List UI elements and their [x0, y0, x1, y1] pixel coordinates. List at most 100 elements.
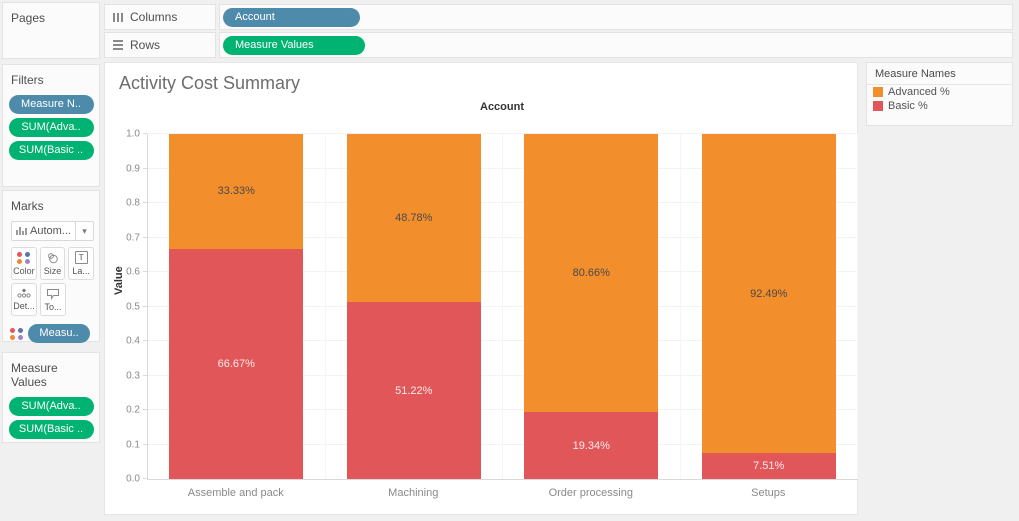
size-button[interactable]: Size	[39, 247, 66, 280]
columns-shelf-label: Columns	[104, 4, 216, 30]
stacked-bar[interactable]: 33.33% 66.67%	[169, 134, 304, 479]
columns-shelf[interactable]: Account	[219, 4, 1013, 30]
label-button[interactable]: T La...	[68, 247, 95, 280]
mark-label: 19.34%	[572, 439, 610, 452]
gridline	[148, 167, 858, 169]
mark-label: 51.22%	[395, 384, 433, 397]
rows-pill-measure-values[interactable]: Measure Values	[223, 35, 365, 55]
mark-type-dropdown[interactable]: Autom... ▾	[11, 221, 94, 241]
detail-button[interactable]: Det...	[11, 283, 37, 316]
mark-label: 80.66%	[572, 267, 610, 280]
y-tick-label: 0.3	[126, 370, 140, 381]
category-label: Order processing	[548, 487, 633, 499]
legend-item-basic[interactable]: Basic %	[867, 99, 1012, 113]
bar-column: 48.78% 51.22%	[326, 134, 503, 479]
measure-values-pill-sum-basic[interactable]: SUM(Basic ..	[8, 420, 94, 439]
measure-values-title: Measure Values	[11, 361, 58, 389]
legend-item-advanced[interactable]: Advanced %	[867, 85, 1012, 99]
stacked-bar[interactable]: 80.66% 19.34%	[524, 134, 659, 479]
rows-shelf[interactable]: Measure Values	[219, 32, 1013, 58]
columns-pill-account[interactable]: Account	[223, 7, 360, 27]
gridline	[148, 133, 858, 134]
filter-pill-measure-names[interactable]: Measure N..	[8, 95, 94, 114]
plot-area: 33.33% 66.67% 48.78% 51.22% 80.66% 19.34% 92.4…	[143, 133, 858, 480]
pages-title: Pages	[11, 11, 46, 25]
y-tick-label: 0.7	[126, 232, 140, 243]
filter-pill-sum-advanced[interactable]: SUM(Adva..	[8, 118, 94, 137]
filter-pill-sum-basic[interactable]: SUM(Basic ..	[8, 141, 94, 160]
color-dots-icon	[10, 327, 24, 340]
stacked-bar[interactable]: 48.78% 51.22%	[346, 134, 481, 479]
gridline	[148, 409, 858, 410]
category-label: Assemble and pack	[187, 487, 284, 499]
y-tick-label: 0.1	[126, 439, 140, 450]
measure-values-shelf[interactable]: Measure Values SUM(Adva.. SUM(Basic ..	[2, 352, 100, 443]
bar-segment-basic[interactable]: 7.51%	[701, 453, 836, 479]
label-text-icon: T	[74, 251, 88, 264]
y-tick-mark	[143, 478, 147, 479]
y-tick-label: 1.0	[126, 128, 140, 140]
y-tick-mark	[143, 374, 147, 376]
y-tick-mark	[143, 167, 147, 169]
y-tick-label: 0.8	[126, 197, 140, 209]
y-tick-mark	[143, 133, 147, 134]
marks-pill-measure-names[interactable]: Measu..	[28, 324, 90, 343]
bar-segment-advanced[interactable]: 92.49%	[701, 134, 836, 454]
y-tick-mark	[143, 305, 147, 307]
color-dots-icon	[16, 251, 31, 264]
y-tick-mark	[143, 409, 147, 410]
category-label: Setups	[751, 487, 786, 499]
bar-column: 33.33% 66.67%	[148, 134, 326, 479]
mark-label: 48.78%	[395, 212, 433, 225]
gridline	[148, 305, 858, 307]
marks-card: Marks Autom... ▾ Color Size T La...	[2, 190, 100, 343]
worksheet-view: Activity Cost Summary Account Value 0.0 0…	[104, 62, 858, 515]
y-tick-label: 0.0	[126, 473, 140, 485]
y-axis[interactable]: 0.0 0.1 0.2 0.3 0.4 0.5 0.6 0.7 0.8 0.9 1.0	[105, 129, 142, 485]
tooltip-button[interactable]: To...	[40, 283, 66, 316]
column-field-header: Account	[480, 101, 524, 113]
pages-shelf[interactable]: Pages	[2, 2, 100, 59]
y-tick-mark	[143, 340, 147, 341]
gridline	[148, 236, 858, 238]
gridline	[148, 271, 858, 272]
advanced-color-swatch	[873, 87, 883, 97]
bar-segment-basic[interactable]: 19.34%	[524, 412, 659, 479]
bar-segment-advanced[interactable]: 48.78%	[346, 134, 481, 303]
gridline	[148, 340, 858, 341]
filters-title: Filters	[11, 73, 44, 87]
x-axis-labels: Assemble and pack Machining Order processi…	[147, 487, 857, 499]
bar-segment-basic[interactable]: 66.67%	[169, 248, 304, 479]
y-tick-label: 0.5	[126, 301, 140, 312]
mark-label: 92.49%	[750, 287, 788, 300]
measure-values-pill-sum-advanced[interactable]: SUM(Adva..	[8, 397, 94, 416]
y-tick-mark	[143, 236, 147, 238]
mark-label: 66.67%	[217, 357, 255, 370]
bar-segment-advanced[interactable]: 80.66%	[524, 134, 659, 413]
stacked-bar[interactable]: 92.49% 7.51%	[701, 134, 836, 479]
tooltip-bubble-icon	[46, 288, 60, 300]
legend-title: Measure Names	[867, 63, 1012, 85]
chevron-down-icon[interactable]: ▾	[75, 222, 93, 240]
gridline	[148, 202, 858, 203]
category-label: Machining	[388, 487, 439, 499]
chart-title: Activity Cost Summary	[119, 73, 301, 93]
mark-label: 33.33%	[217, 185, 255, 198]
bar-segment-basic[interactable]: 51.22%	[346, 302, 481, 479]
bar-segment-advanced[interactable]: 33.33%	[169, 134, 304, 249]
mark-type-value: Autom...	[30, 225, 71, 237]
bar-column: 80.66% 19.34%	[503, 134, 681, 479]
y-tick-mark	[143, 202, 147, 203]
y-tick-label: 0.2	[126, 404, 140, 416]
basic-color-swatch	[873, 101, 883, 111]
color-legend[interactable]: Measure Names Advanced % Basic %	[866, 62, 1013, 126]
columns-icon	[113, 12, 123, 22]
rows-shelf-label: Rows	[104, 32, 216, 58]
plot-columns: 33.33% 66.67% 48.78% 51.22% 80.66% 19.34% 92.4…	[148, 134, 858, 479]
color-button[interactable]: Color	[11, 247, 37, 280]
gridline	[148, 374, 858, 376]
filters-shelf[interactable]: Filters Measure N.. SUM(Adva.. SUM(Basic…	[2, 64, 100, 187]
marks-title: Marks	[11, 199, 44, 213]
bar-chart-icon	[16, 227, 27, 235]
